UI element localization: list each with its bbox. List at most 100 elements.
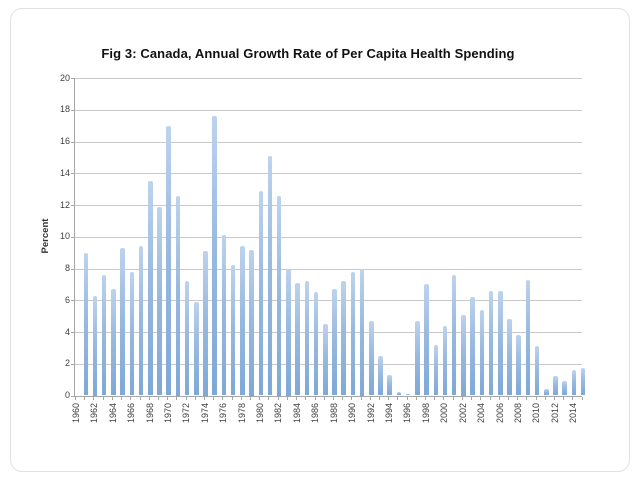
x-tick-mark (259, 396, 261, 400)
x-tick-mark (222, 396, 224, 400)
x-tick-label: 1978 (236, 403, 247, 424)
bar-1966 (138, 246, 144, 396)
bar-1965 (129, 271, 135, 396)
x-tick-mark (517, 396, 519, 400)
x-tick-mark (93, 396, 95, 400)
x-tick-label: 1984 (291, 403, 302, 424)
x-tick-mark (176, 396, 178, 400)
x-tick-label: 1962 (89, 403, 100, 424)
bar-1992 (378, 355, 383, 396)
gridline (75, 268, 582, 270)
x-tick-mark (406, 396, 408, 400)
y-axis-line (74, 78, 75, 397)
x-tick-mark (75, 396, 76, 400)
x-tick-label: 1968 (144, 403, 155, 424)
x-tick-mark (167, 396, 169, 400)
x-tick-mark (581, 396, 583, 400)
x-tick-label: 2002 (457, 403, 468, 424)
bar-2004 (488, 290, 494, 396)
x-tick-mark (369, 396, 371, 400)
bar-2012 (562, 381, 567, 396)
x-tick-label: 1972 (181, 403, 192, 424)
bar-1975 (221, 235, 227, 396)
x-tick-mark (194, 396, 196, 400)
x-tick-label: 2014 (568, 403, 579, 424)
y-tick-label: 0 (64, 390, 70, 400)
x-tick-mark (139, 396, 141, 400)
y-tick-mark (71, 268, 75, 270)
x-tick-label: 1998 (420, 403, 431, 424)
x-tick-mark (286, 396, 288, 400)
y-tick-label: 18 (59, 104, 70, 115)
x-tick-mark (553, 396, 555, 400)
x-tick-mark (148, 396, 150, 400)
y-tick-mark (71, 332, 75, 333)
x-tick-label: 1992 (365, 403, 376, 424)
x-tick-label: 1990 (347, 403, 358, 424)
bar-1967 (148, 181, 153, 396)
bar-1985 (313, 292, 319, 396)
gridline (75, 141, 582, 143)
gridline (75, 332, 582, 333)
bar-1970 (175, 195, 181, 396)
x-tick-label: 1970 (162, 403, 173, 424)
x-tick-mark (535, 396, 537, 400)
gridline (75, 109, 582, 111)
x-tick-mark (378, 396, 380, 400)
x-tick-mark (563, 396, 565, 400)
x-tick-label: 2008 (512, 403, 523, 424)
bar-1994 (396, 392, 402, 396)
bar-1971 (184, 281, 190, 396)
bar-1998 (433, 344, 439, 396)
gridline (75, 236, 582, 238)
x-tick-label: 1996 (402, 403, 413, 424)
y-tick-label: 14 (59, 167, 70, 178)
bar-2006 (507, 319, 512, 396)
x-tick-mark (415, 396, 417, 400)
bar-2002 (470, 297, 475, 396)
bar-2003 (479, 309, 485, 396)
x-tick-mark (157, 396, 159, 400)
x-tick-label: 1964 (107, 403, 118, 424)
bar-1972 (194, 301, 199, 396)
x-tick-mark (489, 396, 491, 400)
x-tick-mark (305, 396, 307, 400)
bar-1969 (166, 125, 171, 396)
y-tick-label: 16 (59, 136, 70, 146)
bar-2008 (525, 279, 531, 396)
y-tick-mark (71, 109, 75, 111)
x-tick-mark (425, 396, 426, 400)
x-tick-mark (314, 396, 316, 400)
x-tick-mark (203, 396, 205, 400)
y-tick-label: 12 (59, 199, 70, 210)
x-tick-mark (544, 396, 546, 400)
x-tick-mark (185, 396, 187, 400)
x-tick-mark (130, 396, 132, 400)
x-tick-mark (434, 396, 436, 400)
x-tick-mark (471, 396, 472, 400)
bar-1996 (415, 320, 420, 396)
x-tick-mark (213, 396, 215, 400)
y-tick-mark (71, 141, 75, 143)
y-tick-mark (71, 205, 75, 206)
bar-1960 (83, 252, 89, 396)
bar-1976 (230, 265, 236, 396)
x-tick-label: 2004 (476, 403, 486, 424)
bar-1977 (240, 246, 245, 396)
bar-1978 (249, 249, 254, 396)
bar-1989 (350, 271, 356, 396)
x-tick-mark (277, 396, 279, 400)
bar-1999 (442, 325, 448, 396)
x-tick-mark (498, 396, 500, 400)
bar-1993 (387, 374, 392, 396)
y-tick-label: 8 (64, 263, 70, 273)
bar-2013 (571, 370, 577, 396)
x-tick-mark (102, 396, 104, 400)
bar-1963 (111, 289, 116, 396)
bar-2010 (544, 389, 549, 396)
x-tick-mark (84, 396, 86, 400)
bar-2009 (534, 346, 540, 396)
x-tick-label: 2000 (439, 403, 450, 424)
x-tick-mark (296, 396, 297, 400)
